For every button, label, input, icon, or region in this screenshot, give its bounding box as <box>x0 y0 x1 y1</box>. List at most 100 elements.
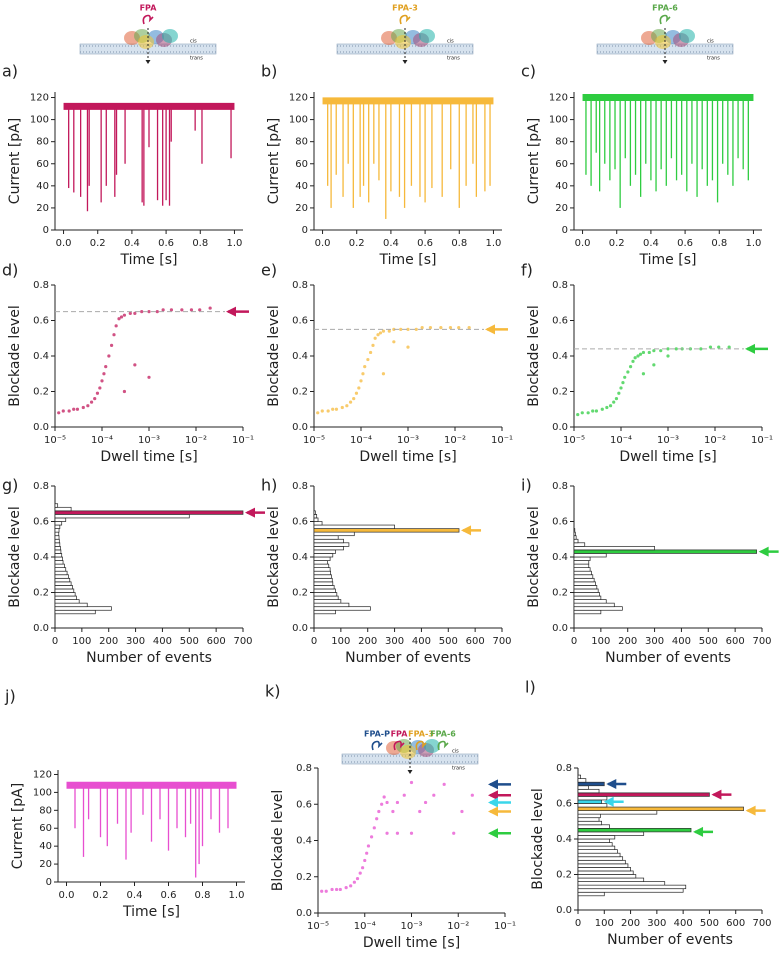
histogram-bar <box>54 585 73 590</box>
y-tick-label: 0.4 <box>292 351 308 362</box>
histogram-bar <box>54 542 61 547</box>
event-point <box>636 354 640 358</box>
y-tick-label: 0.0 <box>33 422 49 433</box>
x-tick-label: 600 <box>726 918 745 929</box>
y-tick-label: 0.4 <box>556 834 572 845</box>
x-tick-label: 0 <box>575 918 581 929</box>
histogram-bar <box>313 560 328 565</box>
event-point <box>89 400 94 404</box>
event-point <box>122 313 127 317</box>
x-tick-label: 10⁻² <box>185 435 207 446</box>
event-point <box>61 409 65 413</box>
y-tick-label: 60 <box>555 159 568 170</box>
peptide-label: FPA-3 <box>392 4 418 13</box>
histogram-bar <box>577 813 601 819</box>
x-tick-label: 0.0 <box>575 238 591 249</box>
x-tick-label: 1.0 <box>746 238 762 249</box>
event-point <box>647 350 651 355</box>
event-point <box>93 397 97 401</box>
x-tick-label: 10⁻⁴ <box>350 435 372 446</box>
x-tick-label: 10⁻⁴ <box>610 435 632 446</box>
histogram-bar <box>573 538 579 544</box>
y-axis-label: Current [pA] <box>266 118 282 204</box>
histogram-bar <box>313 577 333 583</box>
histogram-bar <box>313 531 355 537</box>
y-tick-label: 0.6 <box>552 316 568 327</box>
event-point <box>345 404 349 408</box>
histogram-bar <box>577 867 631 872</box>
event-point <box>67 409 71 413</box>
y-tick-label: 0.8 <box>552 280 568 291</box>
protein-domain <box>419 29 435 43</box>
event-point <box>391 809 395 814</box>
event-point <box>392 340 396 344</box>
arrow-head <box>488 790 498 801</box>
panel-label: j) <box>4 687 16 706</box>
y-tick-label: 0.6 <box>556 799 572 810</box>
y-axis-label: Blockade level <box>7 305 23 406</box>
y-axis-label: Blockade level <box>526 506 542 607</box>
x-tick-label: 10⁻¹ <box>751 435 773 446</box>
event-point <box>324 889 328 893</box>
histogram-bar <box>577 856 624 861</box>
event-point <box>352 880 356 884</box>
histogram-bar <box>573 556 591 561</box>
y-tick-label: 0.4 <box>552 552 568 563</box>
event-point <box>591 409 595 413</box>
histogram-bar <box>577 810 658 815</box>
x-tick-label: 10⁻¹ <box>491 435 513 446</box>
event-point <box>614 397 619 401</box>
event-point <box>631 359 635 363</box>
x-axis-label: Number of events <box>605 650 731 666</box>
histogram-bar <box>577 838 610 843</box>
arrow-head <box>226 306 236 317</box>
event-point <box>659 349 663 353</box>
histogram-bar <box>313 542 350 547</box>
y-tick-label: 0.6 <box>296 799 312 810</box>
protein-domain <box>138 35 154 49</box>
x-axis-label: Dwell time [s] <box>100 449 197 465</box>
event-point <box>180 308 184 312</box>
x-tick-label: 10⁻⁴ <box>354 921 376 932</box>
event-point <box>358 871 362 875</box>
event-point <box>385 831 389 835</box>
event-point <box>633 356 637 360</box>
x-tick-label: 10⁻⁵ <box>44 435 66 446</box>
arrow-head <box>488 828 498 839</box>
x-tick-label: 0.2 <box>349 238 365 249</box>
histogram-bar <box>313 535 339 540</box>
histogram-bar <box>577 799 603 804</box>
y-tick-label: 120 <box>549 93 568 104</box>
histogram-bar <box>54 528 60 533</box>
x-tick-label: 0.6 <box>161 890 177 901</box>
histogram-bar <box>54 514 190 519</box>
histogram-bar <box>313 517 319 522</box>
event-point <box>666 354 670 358</box>
histogram-bar <box>573 574 594 579</box>
y-axis-label: Blockade level <box>530 788 546 889</box>
histogram-bar <box>573 588 599 593</box>
histogram-bar <box>313 563 330 568</box>
event-point <box>621 381 625 385</box>
y-tick-label: 80 <box>36 137 49 148</box>
histogram-bar <box>577 884 687 890</box>
histogram-bar <box>573 570 592 576</box>
histogram-bar <box>54 595 77 600</box>
event-point <box>381 329 386 333</box>
event-point <box>580 411 584 415</box>
y-axis-label: Blockade level <box>7 506 23 607</box>
y-tick-label: 0.4 <box>33 351 49 362</box>
y-tick-label: 100 <box>33 787 52 798</box>
histogram-bar <box>573 595 602 600</box>
y-tick-label: 0.6 <box>33 517 49 528</box>
peptide-icon <box>437 740 449 751</box>
x-tick-label: 500 <box>180 636 199 647</box>
histogram-bar <box>573 567 591 572</box>
histogram-bar <box>313 545 344 551</box>
x-tick-label: 10⁻³ <box>657 435 679 446</box>
x-tick-label: 300 <box>385 636 404 647</box>
histogram-bar <box>313 599 342 604</box>
panel-label: g) <box>2 476 18 495</box>
panel-label: h) <box>261 476 277 495</box>
event-point <box>357 386 361 390</box>
